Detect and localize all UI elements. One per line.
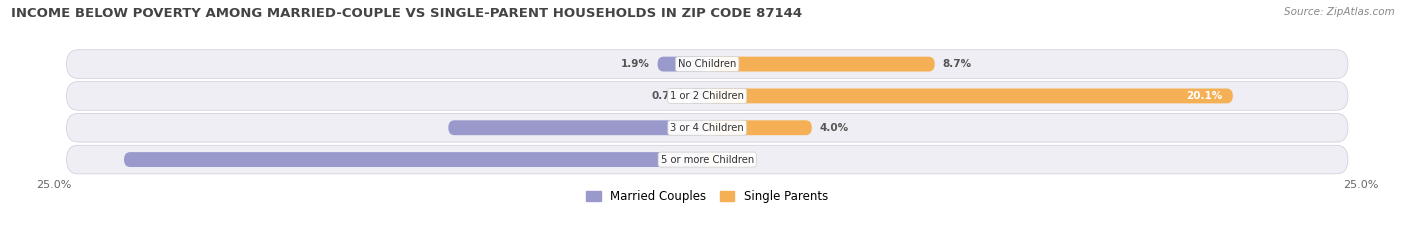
Text: INCOME BELOW POVERTY AMONG MARRIED-COUPLE VS SINGLE-PARENT HOUSEHOLDS IN ZIP COD: INCOME BELOW POVERTY AMONG MARRIED-COUPL… [11,7,803,20]
FancyBboxPatch shape [66,82,1348,110]
Text: 22.3%: 22.3% [661,154,697,164]
FancyBboxPatch shape [707,89,1233,103]
FancyBboxPatch shape [66,50,1348,79]
Text: 0.7%: 0.7% [652,91,681,101]
FancyBboxPatch shape [707,120,811,135]
Text: 3 or 4 Children: 3 or 4 Children [671,123,744,133]
FancyBboxPatch shape [707,152,717,167]
FancyBboxPatch shape [124,152,707,167]
Text: 5 or more Children: 5 or more Children [661,154,754,164]
Text: 1 or 2 Children: 1 or 2 Children [671,91,744,101]
Text: 8.7%: 8.7% [942,59,972,69]
Text: 0.0%: 0.0% [723,154,752,164]
FancyBboxPatch shape [689,89,707,103]
FancyBboxPatch shape [658,57,707,72]
Text: 4.0%: 4.0% [820,123,849,133]
Text: 20.1%: 20.1% [1187,91,1222,101]
Text: 1.9%: 1.9% [621,59,650,69]
Text: No Children: No Children [678,59,737,69]
FancyBboxPatch shape [449,120,707,135]
FancyBboxPatch shape [707,57,935,72]
FancyBboxPatch shape [66,113,1348,142]
Text: 9.9%: 9.9% [668,123,697,133]
Text: Source: ZipAtlas.com: Source: ZipAtlas.com [1284,7,1395,17]
Legend: Married Couples, Single Parents: Married Couples, Single Parents [582,185,832,208]
FancyBboxPatch shape [66,145,1348,174]
